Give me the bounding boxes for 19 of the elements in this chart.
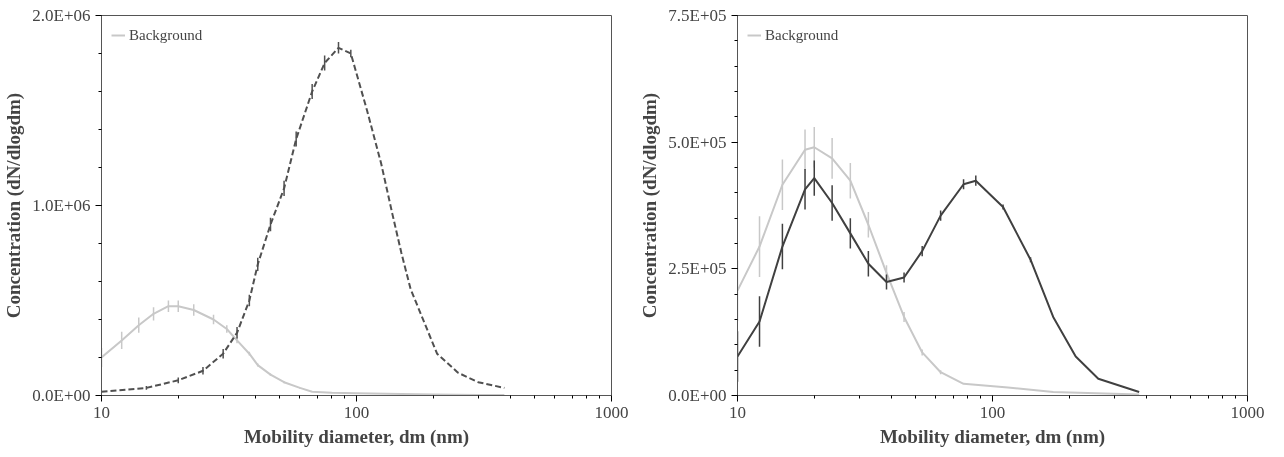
y-tick-label: 0.0E+00 bbox=[32, 386, 91, 405]
legend-label: Background bbox=[765, 26, 839, 44]
y-tick-label: 2.0E+06 bbox=[32, 6, 91, 25]
x-axis-title: Mobility diameter, dm (nm) bbox=[243, 425, 470, 448]
x-tick-label: 10 bbox=[93, 402, 110, 422]
y-tick-label: 0.0E+00 bbox=[668, 386, 727, 405]
y-axis-title: Concentration (dN/dlogdm) bbox=[3, 92, 26, 319]
x-axis-title: Mobility diameter, dm (nm) bbox=[879, 425, 1106, 448]
legend-label: Background bbox=[129, 26, 203, 44]
y-tick-label: 2.5E+05 bbox=[668, 259, 727, 279]
x-tick-label: 1000 bbox=[1230, 402, 1265, 422]
x-tick-label: 1000 bbox=[594, 402, 629, 422]
x-tick-label: 10 bbox=[729, 402, 746, 422]
y-tick-label: 7.5E+05 bbox=[668, 6, 727, 25]
y-tick-label: 5.0E+05 bbox=[668, 132, 727, 152]
x-tick-label: 100 bbox=[979, 402, 1006, 422]
y-axis-title: Concentration (dN/dlogdm) bbox=[639, 92, 662, 319]
x-tick-label: 100 bbox=[343, 402, 370, 422]
y-tick-label: 1.0E+06 bbox=[32, 196, 91, 215]
